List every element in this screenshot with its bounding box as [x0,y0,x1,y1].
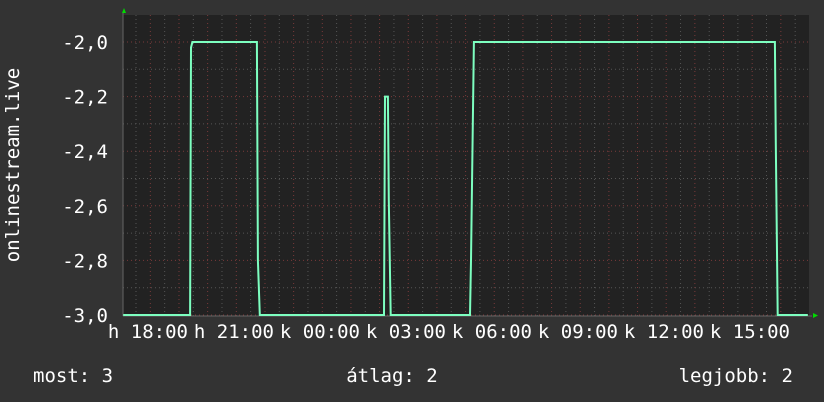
y-tick-label: -2,4 [62,141,108,163]
x-tick-label: k 06:00 [452,321,532,343]
legend-average: átlag: 2 [346,365,438,387]
y-axis: -2,0 -2,2 -2,4 -2,6 -2,8 -3,0 [62,32,108,327]
x-axis-arrow-icon [813,313,818,318]
legend-max: legjobb: 2 [679,365,793,387]
y-axis-label: onlinestream.live [2,68,24,262]
legend-current: most: 3 [33,365,113,387]
y-tick-label: -3,0 [62,305,108,327]
y-tick-label: -2,8 [62,250,108,272]
x-tick-label: k 03:00 [366,321,446,343]
x-tick-label: h 21:00 [194,321,274,343]
y-tick-label: -2,6 [62,196,108,218]
x-tick-label: k 00:00 [280,321,360,343]
data-points [123,41,808,316]
y-tick-label: -2,0 [62,32,108,54]
x-tick-label: h 18:00 [108,321,188,343]
y-axis-arrow-icon [122,8,126,13]
y-tick-label: -2,2 [62,87,108,109]
x-axis: h 18:00 h 21:00 k 00:00 k 03:00 k 06:00 k 09:… [108,321,790,343]
x-tick-label: k 12:00 [624,321,704,343]
x-tick-label: k 09:00 [538,321,618,343]
plot-area [123,15,809,316]
x-tick-label: k 15:00 [710,321,790,343]
